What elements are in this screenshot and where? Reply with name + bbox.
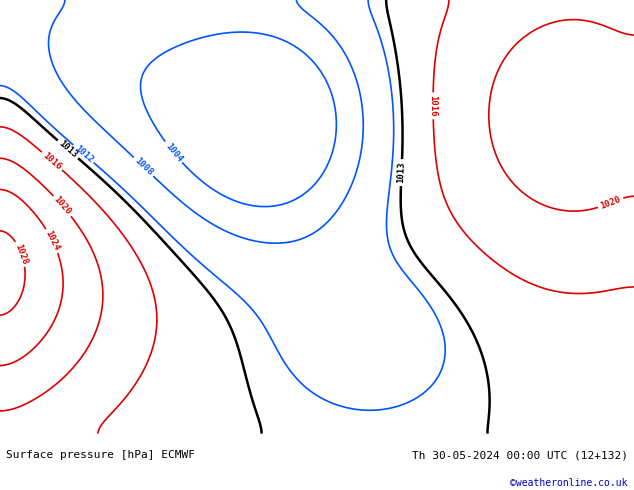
- Text: ©weatheronline.co.uk: ©weatheronline.co.uk: [510, 478, 628, 488]
- Text: 1024: 1024: [44, 229, 61, 252]
- Text: 1008: 1008: [133, 156, 155, 177]
- Text: Surface pressure [hPa] ECMWF: Surface pressure [hPa] ECMWF: [6, 450, 195, 460]
- Text: 1016: 1016: [429, 95, 437, 117]
- Text: 1020: 1020: [599, 195, 623, 211]
- Text: 1028: 1028: [13, 242, 29, 266]
- Text: 1016: 1016: [41, 150, 63, 172]
- Text: 1020: 1020: [52, 195, 73, 217]
- Text: 1012: 1012: [72, 143, 94, 164]
- Text: 1004: 1004: [163, 141, 184, 164]
- Text: 1013: 1013: [396, 162, 406, 184]
- Text: Th 30-05-2024 00:00 UTC (12+132): Th 30-05-2024 00:00 UTC (12+132): [411, 450, 628, 460]
- Text: 1013: 1013: [57, 139, 79, 160]
